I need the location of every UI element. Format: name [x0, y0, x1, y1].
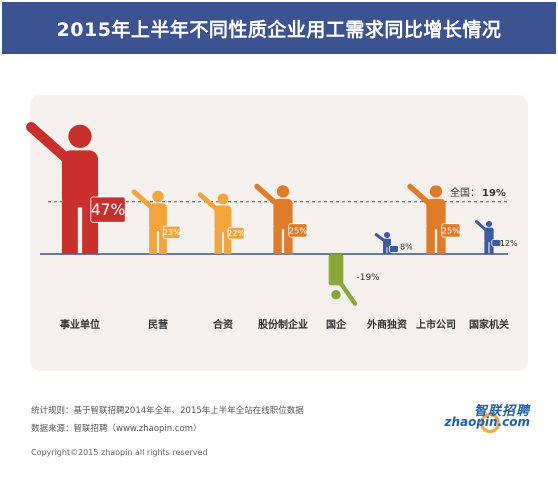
- person-raised-arm: [407, 183, 431, 206]
- person-head-icon: [217, 193, 229, 205]
- person-head-icon: [276, 185, 290, 198]
- person-leg-left: [426, 226, 435, 254]
- category-label: 合资: [212, 318, 233, 331]
- person-leg-left: [383, 246, 387, 254]
- person-head-icon: [384, 232, 390, 238]
- category-label: 国家机关: [469, 318, 509, 331]
- zhaopin-logo: 智联招聘 zhaopin.com: [444, 400, 530, 434]
- person-leg-right: [489, 240, 494, 254]
- person-bar-0: 47% 事业单位: [26, 122, 126, 331]
- page-title: 2015年上半年不同性质企业用工需求同比增长情况: [56, 18, 502, 41]
- value-label: -19%: [356, 273, 380, 283]
- briefcase-icon: [227, 226, 245, 240]
- logo-ring-icon: [480, 413, 500, 433]
- briefcase-icon: [288, 223, 308, 238]
- person-leg-right: [224, 229, 232, 254]
- value-label: 25%: [289, 225, 307, 235]
- person-torso: [214, 205, 232, 233]
- person-leg-left: [214, 229, 222, 254]
- data-source: 数据来源：智联招聘（www.zhaopin.com）: [31, 424, 202, 434]
- person-torso: [273, 198, 293, 230]
- person-torso: [328, 254, 344, 286]
- briefcase-icon: [90, 196, 126, 223]
- person-head-icon: [486, 221, 492, 227]
- briefcase-icon: [441, 223, 461, 238]
- person-head-icon: [331, 290, 341, 300]
- copyright-notice: Copyright©2015 zhaopin all rights reserv…: [31, 448, 208, 457]
- reference-value: 19%: [482, 188, 506, 199]
- person-bar-2: 22% 合资: [197, 192, 245, 331]
- logo-english: zhaopin.com: [444, 415, 530, 429]
- value-label: 23%: [163, 228, 181, 237]
- person-bar-5: 8% 外商独资: [366, 232, 413, 331]
- person-leg-right: [437, 226, 446, 254]
- person-leg-right: [159, 228, 167, 254]
- person-bar-7: 12% 国家机关: [469, 220, 518, 331]
- person-raised-arm: [197, 192, 219, 212]
- value-label: 47%: [91, 201, 125, 219]
- category-label: 股份制企业: [258, 318, 308, 331]
- value-label: 25%: [442, 225, 460, 235]
- briefcase-icon: [388, 245, 399, 253]
- person-leg-left: [484, 240, 489, 254]
- person-bar-6: 25% 上市公司: [407, 183, 461, 331]
- person-raised-arm: [26, 122, 71, 163]
- person-raised-arm: [475, 220, 487, 231]
- person-raised-arm: [374, 233, 386, 242]
- person-leg-right: [284, 226, 293, 254]
- statistics-rule: 统计规则：基于智联招聘2014年全年、2015年上半年全站在线职位数据: [31, 406, 304, 416]
- briefcase-icon: [162, 225, 181, 239]
- person-torso: [61, 150, 99, 208]
- person-head-icon: [429, 185, 443, 198]
- value-label: 22%: [227, 229, 245, 238]
- person-torso: [484, 227, 494, 243]
- person-head-icon: [152, 190, 164, 203]
- category-label: 事业单位: [60, 318, 100, 331]
- person-head-icon: [68, 124, 92, 149]
- person-falling-arm: [338, 280, 358, 306]
- person-leg-left: [273, 226, 282, 254]
- title-banner: 2015年上半年不同性质企业用工需求同比增长情况: [2, 2, 556, 54]
- person-torso: [149, 203, 167, 232]
- category-label: 民营: [148, 318, 168, 331]
- category-label: 国企: [326, 318, 347, 331]
- briefcase-icon: [491, 239, 502, 247]
- person-bar-4: -19% 国企: [326, 254, 380, 331]
- value-label: 12%: [500, 239, 518, 248]
- person-bar-3: 25% 股份制企业: [254, 183, 308, 331]
- person-raised-arm: [131, 189, 154, 210]
- reference-label: 全国：: [450, 186, 480, 199]
- category-label: 上市公司: [416, 318, 456, 331]
- value-label: 8%: [400, 242, 413, 251]
- person-bar-1: 23% 民营: [131, 189, 181, 331]
- person-raised-arm: [254, 183, 278, 206]
- logo-chinese: 智联招聘: [473, 404, 530, 419]
- category-label: 外商独资: [366, 318, 407, 331]
- person-leg-left: [149, 228, 157, 254]
- person-torso: [426, 198, 446, 230]
- person-leg-left: [61, 202, 78, 254]
